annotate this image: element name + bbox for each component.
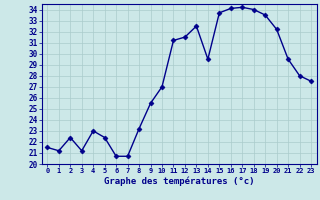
X-axis label: Graphe des températures (°c): Graphe des températures (°c): [104, 177, 254, 186]
